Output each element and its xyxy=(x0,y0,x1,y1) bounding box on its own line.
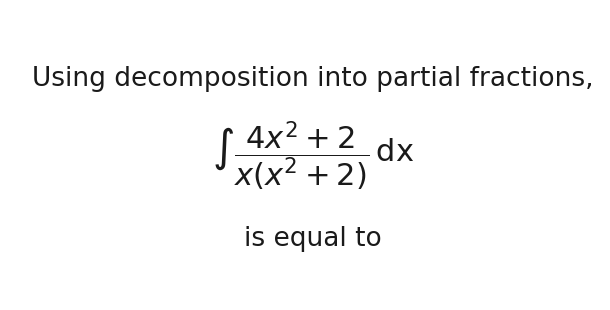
Text: Using decomposition into partial fractions,: Using decomposition into partial fractio… xyxy=(32,66,594,92)
Text: $\int \dfrac{4x^2 + 2}{x(x^2 + 2)}\,\mathrm{dx}$: $\int \dfrac{4x^2 + 2}{x(x^2 + 2)}\,\mat… xyxy=(212,120,414,193)
Text: is equal to: is equal to xyxy=(244,226,381,252)
